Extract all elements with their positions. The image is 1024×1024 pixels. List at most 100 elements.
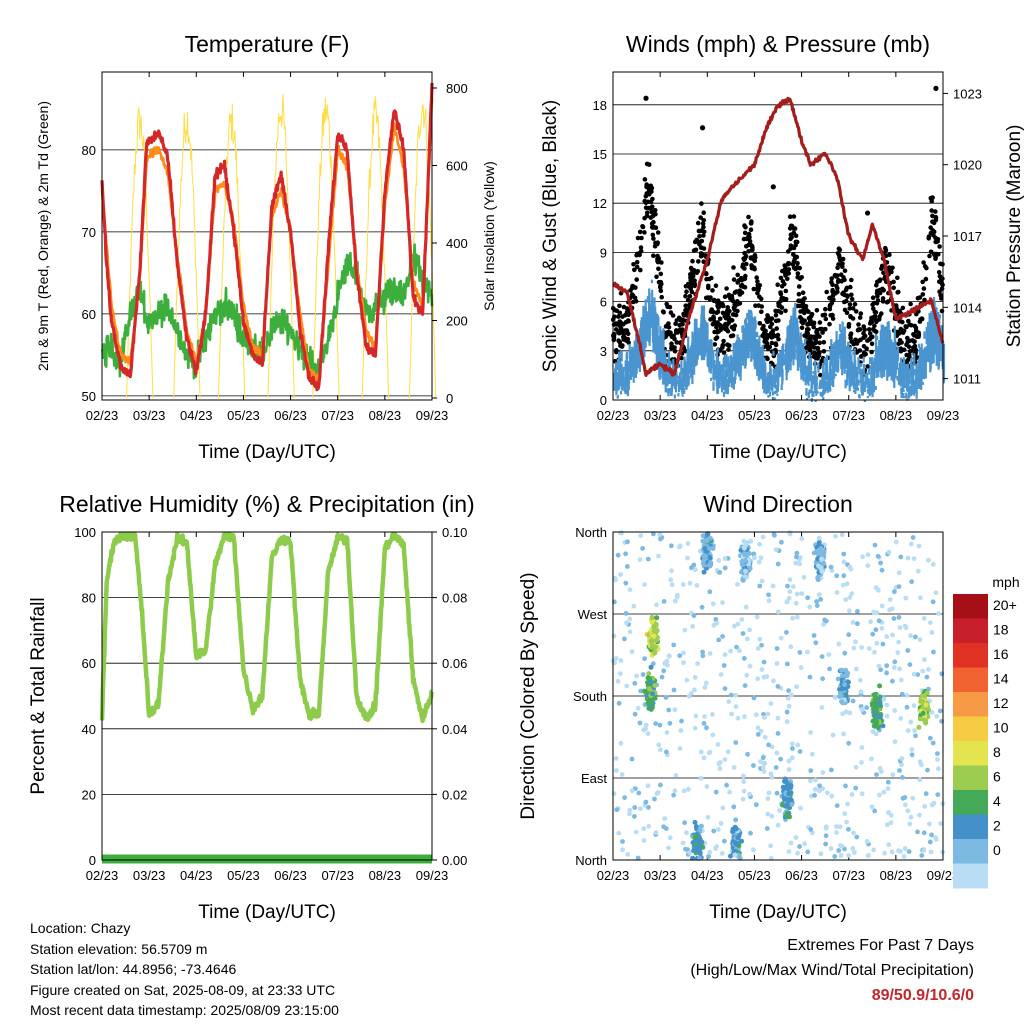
gust-point xyxy=(701,233,706,238)
gust-point xyxy=(769,340,775,346)
wind-direction-point xyxy=(693,567,698,573)
y2-tick-label: 1014 xyxy=(953,300,982,315)
wind-direction-point xyxy=(877,701,883,707)
sonic-wind-point xyxy=(644,309,647,348)
gust-point xyxy=(674,318,680,323)
sonic-wind-point xyxy=(902,357,905,374)
wind-direction-point xyxy=(629,649,635,655)
panel-border xyxy=(101,531,433,861)
gust-point xyxy=(787,214,793,219)
wind-direction-point xyxy=(855,609,860,614)
wind-direction-point xyxy=(794,614,800,620)
gust-point xyxy=(706,283,711,289)
gust-point xyxy=(796,291,802,297)
gust-point xyxy=(773,341,778,346)
sonic-wind-point xyxy=(781,369,784,381)
wind-direction-point xyxy=(652,796,657,802)
wind-direction-point xyxy=(874,640,880,646)
wind-direction-point xyxy=(794,554,799,560)
gust-point xyxy=(765,319,770,325)
wind-direction-point xyxy=(847,595,853,600)
wind-direction-point xyxy=(813,640,819,646)
sonic-wind-point xyxy=(890,364,893,368)
wind-direction-point xyxy=(903,595,909,601)
sonic-wind-point xyxy=(827,384,830,392)
wind-direction-point xyxy=(636,790,642,796)
wind-direction-point xyxy=(646,823,652,829)
gust-point xyxy=(695,269,701,274)
sonic-wind-point xyxy=(664,373,667,385)
wind-direction-point xyxy=(657,722,663,728)
sonic-wind-point xyxy=(874,385,877,390)
wind-direction-point xyxy=(686,786,691,792)
gust-point xyxy=(838,272,844,278)
wind-direction-point xyxy=(706,545,712,551)
wind-direction-point xyxy=(869,804,875,810)
sonic-wind-point xyxy=(673,394,676,399)
wind-direction-point xyxy=(706,854,711,859)
wind-direction-point xyxy=(907,821,913,827)
sonic-wind-point xyxy=(785,371,788,381)
wind-direction-point xyxy=(713,789,719,795)
wind-direction-point xyxy=(755,646,761,651)
wind-direction-point xyxy=(701,721,707,726)
sonic-wind-point xyxy=(900,393,903,399)
gust-point xyxy=(837,247,843,253)
wind-direction-point xyxy=(832,854,838,859)
sonic-wind-point xyxy=(731,356,734,362)
gust-point xyxy=(728,333,734,339)
sonic-wind-point xyxy=(739,363,742,381)
sonic-wind-point xyxy=(915,384,918,393)
wind-direction-point xyxy=(765,796,771,802)
wind-direction-point xyxy=(748,538,754,544)
sonic-wind-point xyxy=(889,347,892,372)
wind-direction-point xyxy=(742,568,748,574)
gust-point xyxy=(842,268,848,274)
wind-direction-point xyxy=(889,849,895,855)
sonic-wind-point xyxy=(691,333,694,355)
wind-direction-point xyxy=(693,834,699,840)
gust-point xyxy=(870,295,876,301)
wind-direction-point xyxy=(739,838,744,844)
gust-point xyxy=(865,364,870,369)
legend-swatch xyxy=(953,618,988,644)
x-tick-label: 05/23 xyxy=(227,408,260,423)
wind-direction-point xyxy=(899,762,904,768)
sonic-wind-point xyxy=(773,375,776,383)
panel-title: Relative Humidity (%) & Precipitation (i… xyxy=(59,491,474,517)
sonic-wind-point xyxy=(681,368,685,374)
gust-point xyxy=(742,223,747,228)
sonic-wind-point xyxy=(917,343,920,348)
sonic-wind-point xyxy=(921,368,925,379)
x-tick-label: 08/23 xyxy=(880,868,913,883)
gust-point xyxy=(863,351,868,357)
wind-direction-point xyxy=(780,784,786,790)
gust-point xyxy=(926,234,932,239)
wind-direction-point xyxy=(637,557,643,562)
wind-direction-point xyxy=(875,553,881,559)
wind-direction-point xyxy=(649,638,655,644)
sonic-wind-point xyxy=(913,360,916,367)
sonic-wind-point xyxy=(932,327,935,351)
sonic-wind-point xyxy=(677,377,680,387)
wind-direction-point xyxy=(703,680,709,686)
wind-direction-point xyxy=(657,747,663,753)
wind-direction-point xyxy=(819,654,825,659)
wind-direction-point xyxy=(760,534,766,540)
wind-direction-point xyxy=(717,760,723,765)
relative-humidity-line xyxy=(99,531,434,724)
wind-direction-point xyxy=(719,851,725,856)
wind-direction-point xyxy=(638,688,644,694)
sonic-wind-point xyxy=(770,377,773,386)
sonic-wind-point xyxy=(832,376,835,388)
wind-direction-point xyxy=(928,620,933,625)
sonic-wind-point xyxy=(849,346,852,362)
sonic-wind-point xyxy=(663,357,666,363)
sonic-wind-point xyxy=(819,391,822,395)
sonic-wind-point xyxy=(916,376,919,383)
sonic-wind-point xyxy=(760,358,763,378)
gust-point xyxy=(614,322,620,327)
sonic-wind-point xyxy=(624,372,627,386)
sonic-wind-point xyxy=(808,389,811,394)
